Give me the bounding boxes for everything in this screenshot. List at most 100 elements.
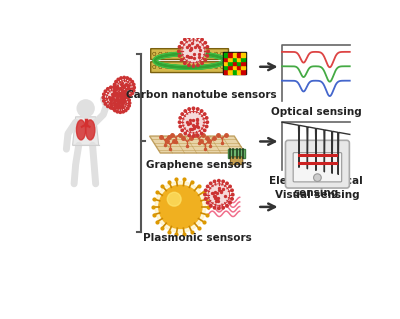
Circle shape bbox=[218, 180, 220, 182]
Bar bbox=[224, 57, 228, 61]
Circle shape bbox=[204, 198, 207, 200]
Circle shape bbox=[229, 202, 231, 204]
Circle shape bbox=[179, 125, 182, 128]
Bar bbox=[237, 66, 241, 70]
Circle shape bbox=[122, 93, 124, 95]
Polygon shape bbox=[228, 149, 245, 159]
Circle shape bbox=[222, 206, 224, 209]
Circle shape bbox=[184, 62, 186, 64]
Circle shape bbox=[205, 117, 208, 119]
Polygon shape bbox=[150, 136, 245, 153]
Circle shape bbox=[131, 92, 134, 95]
Circle shape bbox=[204, 41, 206, 44]
Bar bbox=[241, 70, 245, 74]
Circle shape bbox=[192, 135, 195, 137]
Circle shape bbox=[120, 96, 122, 98]
Circle shape bbox=[102, 96, 104, 99]
Circle shape bbox=[222, 180, 224, 183]
FancyBboxPatch shape bbox=[151, 62, 228, 72]
Circle shape bbox=[184, 38, 186, 41]
FancyBboxPatch shape bbox=[230, 157, 243, 165]
Bar bbox=[241, 57, 245, 61]
Circle shape bbox=[204, 189, 207, 191]
Circle shape bbox=[180, 59, 183, 61]
Circle shape bbox=[122, 110, 124, 113]
Circle shape bbox=[124, 109, 127, 112]
Circle shape bbox=[103, 93, 105, 95]
Polygon shape bbox=[72, 117, 99, 145]
Circle shape bbox=[119, 88, 122, 90]
Circle shape bbox=[184, 110, 186, 112]
Bar bbox=[228, 61, 232, 65]
Circle shape bbox=[129, 78, 131, 81]
Text: Electrochemical
sensing: Electrochemical sensing bbox=[269, 176, 363, 198]
Circle shape bbox=[178, 121, 181, 123]
Circle shape bbox=[178, 50, 180, 53]
Bar bbox=[224, 53, 228, 57]
Circle shape bbox=[192, 35, 195, 38]
Circle shape bbox=[201, 38, 203, 41]
Circle shape bbox=[128, 102, 131, 104]
Circle shape bbox=[119, 111, 122, 114]
Bar bbox=[241, 66, 245, 70]
Circle shape bbox=[205, 125, 208, 128]
Bar bbox=[224, 70, 228, 74]
Circle shape bbox=[114, 109, 116, 112]
Circle shape bbox=[110, 86, 112, 89]
Circle shape bbox=[123, 93, 126, 95]
Circle shape bbox=[178, 46, 181, 48]
Circle shape bbox=[184, 132, 186, 135]
Circle shape bbox=[113, 89, 116, 92]
Circle shape bbox=[116, 110, 119, 113]
Circle shape bbox=[213, 180, 216, 183]
Text: Visual sensing: Visual sensing bbox=[275, 190, 360, 200]
Circle shape bbox=[188, 64, 190, 67]
Circle shape bbox=[116, 93, 119, 95]
Circle shape bbox=[123, 76, 125, 79]
Circle shape bbox=[117, 81, 131, 94]
Circle shape bbox=[210, 204, 212, 207]
Circle shape bbox=[104, 103, 107, 105]
Circle shape bbox=[232, 193, 234, 196]
Bar bbox=[233, 70, 236, 74]
Circle shape bbox=[181, 129, 184, 132]
Circle shape bbox=[188, 134, 190, 137]
Circle shape bbox=[126, 96, 128, 98]
Circle shape bbox=[131, 80, 134, 83]
Circle shape bbox=[114, 97, 126, 109]
Circle shape bbox=[106, 105, 109, 108]
Circle shape bbox=[197, 64, 199, 67]
Circle shape bbox=[124, 94, 127, 97]
Circle shape bbox=[155, 182, 206, 232]
Circle shape bbox=[226, 182, 228, 185]
Circle shape bbox=[103, 100, 105, 102]
Bar bbox=[241, 61, 245, 65]
Bar bbox=[224, 61, 228, 65]
Circle shape bbox=[207, 50, 209, 53]
Bar bbox=[228, 70, 232, 74]
Bar bbox=[241, 53, 245, 57]
Circle shape bbox=[110, 107, 112, 109]
FancyBboxPatch shape bbox=[286, 140, 349, 188]
Bar bbox=[237, 53, 241, 57]
Circle shape bbox=[206, 121, 208, 123]
Circle shape bbox=[179, 117, 182, 119]
Circle shape bbox=[192, 65, 195, 67]
Circle shape bbox=[126, 107, 129, 110]
Circle shape bbox=[201, 62, 203, 64]
Bar bbox=[228, 57, 232, 61]
Circle shape bbox=[129, 94, 131, 97]
Bar bbox=[224, 66, 228, 70]
Circle shape bbox=[188, 108, 190, 110]
Circle shape bbox=[123, 96, 125, 99]
Circle shape bbox=[126, 96, 129, 99]
Circle shape bbox=[132, 83, 135, 86]
Circle shape bbox=[113, 86, 115, 89]
Circle shape bbox=[197, 36, 199, 39]
Bar bbox=[237, 57, 241, 61]
Circle shape bbox=[206, 185, 209, 188]
Circle shape bbox=[204, 59, 206, 61]
Bar bbox=[233, 57, 236, 61]
Bar bbox=[233, 53, 236, 57]
Circle shape bbox=[204, 129, 206, 132]
